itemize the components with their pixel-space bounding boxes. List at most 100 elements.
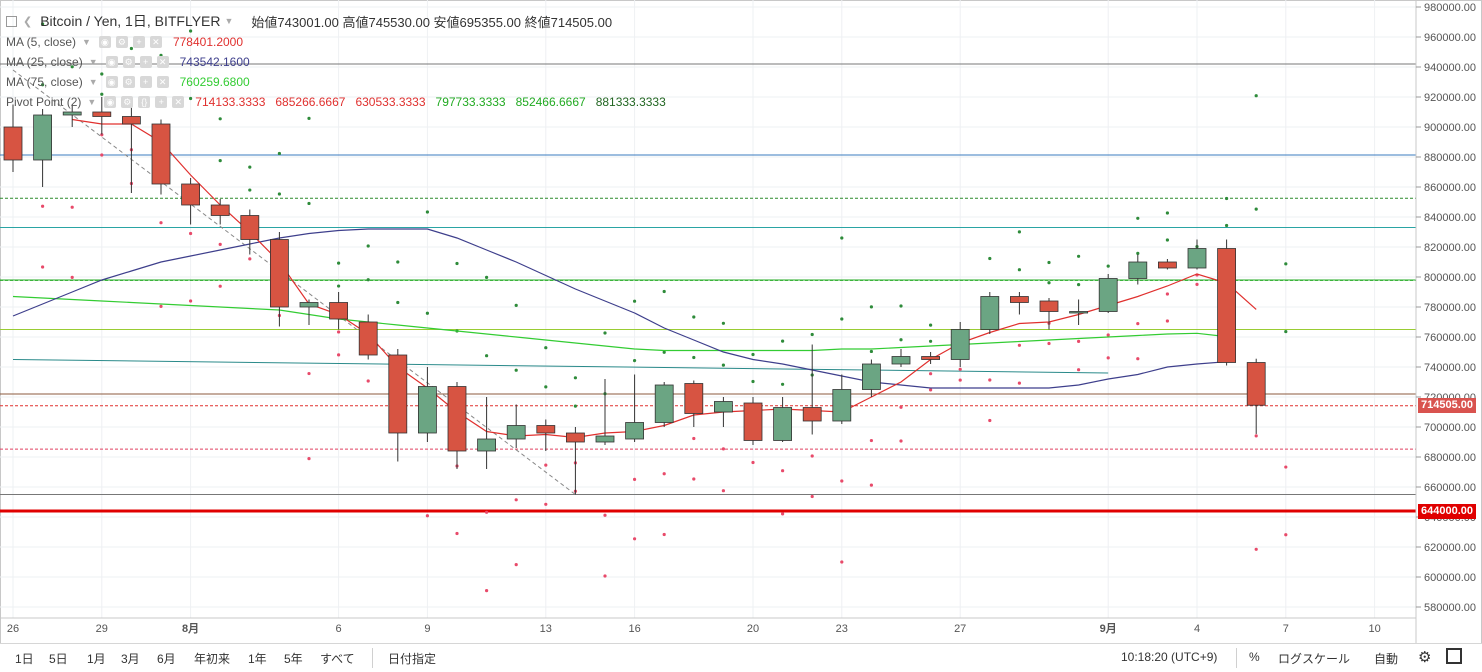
pivot-dot bbox=[869, 438, 874, 443]
candle bbox=[980, 292, 1000, 334]
plus-icon[interactable]: + bbox=[155, 96, 168, 108]
symbol-title[interactable]: Bitcoin / Yen, 1日, BITFLYER bbox=[40, 13, 221, 29]
candle-body bbox=[950, 329, 970, 360]
gear-icon[interactable]: ⚙ bbox=[122, 56, 135, 68]
y-tick-label: 960000.00 bbox=[1424, 32, 1476, 44]
chevron-down-icon[interactable]: ▼ bbox=[88, 57, 98, 67]
pivot-lines bbox=[0, 63, 1416, 513]
price-chart[interactable]: 580000.00600000.00620000.00640000.006600… bbox=[0, 0, 1482, 643]
y-tick-label: 920000.00 bbox=[1424, 92, 1476, 104]
pivot-dot bbox=[277, 151, 281, 156]
gear-icon[interactable]: ⚙ bbox=[1418, 649, 1432, 666]
fullscreen-icon[interactable] bbox=[1446, 648, 1462, 664]
candles bbox=[3, 97, 1266, 495]
y-tick-label: 980000.00 bbox=[1424, 2, 1476, 14]
pivot-dot bbox=[869, 349, 874, 354]
candle-body bbox=[210, 204, 230, 216]
source-icon[interactable]: {} bbox=[138, 96, 151, 108]
range-1d[interactable]: 1日 bbox=[15, 652, 34, 666]
eye-icon[interactable]: ◉ bbox=[105, 56, 118, 68]
y-tick-label: 660000.00 bbox=[1424, 482, 1476, 494]
pivot-dot bbox=[1047, 260, 1051, 265]
legend-ma25[interactable]: MA (25, close) ▼ ◉ ⚙ + ✕ 743542.1600 bbox=[6, 55, 250, 69]
gear-icon[interactable]: ⚙ bbox=[121, 96, 134, 108]
pivot-dot bbox=[781, 339, 785, 343]
chevron-down-icon[interactable]: ▼ bbox=[224, 16, 234, 26]
pivot-dot bbox=[1017, 381, 1022, 385]
range-ytd[interactable]: 年初来 bbox=[194, 652, 231, 666]
plus-icon[interactable]: + bbox=[132, 36, 145, 48]
pivot-dot bbox=[781, 512, 785, 516]
candle-body bbox=[92, 111, 112, 117]
pivot-value: 881333.3333 bbox=[595, 95, 666, 109]
pivot-dot bbox=[1165, 292, 1169, 296]
pivot-dot bbox=[1136, 357, 1140, 361]
candle bbox=[33, 109, 52, 187]
candle-body bbox=[921, 356, 940, 360]
eye-icon[interactable]: ◉ bbox=[104, 96, 117, 108]
log-scale-toggle[interactable]: ログスケール bbox=[1278, 652, 1351, 666]
close-icon[interactable]: ✕ bbox=[172, 96, 185, 108]
candle bbox=[714, 397, 733, 427]
candle-body bbox=[358, 321, 378, 356]
x-tick-label: 9月 bbox=[1100, 622, 1117, 635]
chevron-down-icon[interactable]: ▼ bbox=[88, 77, 98, 87]
pivot-dot bbox=[840, 479, 844, 483]
candle bbox=[1217, 239, 1236, 366]
candle-body bbox=[181, 183, 201, 206]
pivot-dot bbox=[366, 379, 370, 383]
legend-ma75[interactable]: MA (75, close) ▼ ◉ ⚙ + ✕ 760259.6800 bbox=[6, 75, 250, 89]
plus-icon[interactable]: + bbox=[139, 56, 152, 68]
close-icon[interactable]: ✕ bbox=[149, 36, 162, 48]
pivot-dot bbox=[485, 354, 489, 358]
y-tick-label: 860000.00 bbox=[1424, 182, 1476, 194]
pivot-dot bbox=[544, 385, 548, 389]
x-tick-label: 4 bbox=[1194, 623, 1200, 635]
plus-icon[interactable]: + bbox=[139, 76, 152, 88]
chevron-down-icon[interactable]: ▼ bbox=[82, 37, 91, 47]
close-icon[interactable]: ✕ bbox=[156, 56, 169, 68]
close-icon[interactable]: ✕ bbox=[156, 76, 169, 88]
pivot-dot bbox=[218, 284, 222, 288]
pivot-dot bbox=[929, 372, 933, 376]
x-tick-label: 10 bbox=[1368, 623, 1380, 635]
range-all[interactable]: すべて bbox=[320, 652, 355, 666]
range-3m[interactable]: 3月 bbox=[121, 652, 140, 666]
pivot-value: 685266.6667 bbox=[275, 95, 346, 109]
gear-icon[interactable]: ⚙ bbox=[115, 36, 128, 48]
pivot-dot bbox=[41, 265, 45, 269]
pivot-dot bbox=[751, 460, 755, 465]
date-range-button[interactable]: 日付指定 bbox=[388, 652, 437, 666]
collapse-icon[interactable] bbox=[6, 15, 17, 27]
candle bbox=[269, 232, 289, 327]
pivot-dot bbox=[485, 275, 489, 279]
x-tick-label: 13 bbox=[540, 623, 552, 635]
range-6m[interactable]: 6月 bbox=[157, 652, 176, 666]
x-tick-label: 29 bbox=[96, 623, 108, 635]
pivot-dot bbox=[396, 300, 400, 305]
range-5d[interactable]: 5日 bbox=[49, 652, 68, 666]
legend-ma5[interactable]: MA (5, close) ▼ ◉ ⚙ + ✕ 778401.2000 bbox=[6, 35, 243, 49]
auto-scale-toggle[interactable]: 自動 bbox=[1374, 652, 1399, 666]
legend-pivot[interactable]: Pivot Point (2) ▼ ◉ ⚙ {} + ✕ 714133.3333… bbox=[6, 95, 666, 109]
candle bbox=[1098, 274, 1118, 313]
candle-body bbox=[536, 425, 556, 434]
pivot-dot bbox=[869, 305, 874, 309]
percent-toggle[interactable]: % bbox=[1249, 650, 1260, 664]
candle bbox=[566, 427, 585, 495]
pivot-dot bbox=[41, 22, 45, 26]
pivot-dot bbox=[1284, 533, 1288, 537]
range-5y[interactable]: 5年 bbox=[284, 652, 303, 666]
range-1y[interactable]: 1年 bbox=[248, 652, 267, 666]
candle bbox=[122, 100, 141, 193]
indicator-name: Pivot Point (2) bbox=[6, 95, 82, 109]
gear-icon[interactable]: ⚙ bbox=[122, 76, 135, 88]
chevron-down-icon[interactable]: ▼ bbox=[87, 97, 97, 107]
chevron-left-icon[interactable]: ❮ bbox=[23, 15, 33, 28]
price-tag: 714505.00 bbox=[1418, 398, 1476, 414]
eye-icon[interactable]: ◉ bbox=[105, 76, 118, 88]
candle-body bbox=[1039, 300, 1059, 312]
y-tick-label: 620000.00 bbox=[1424, 542, 1476, 554]
eye-icon[interactable]: ◉ bbox=[98, 36, 111, 48]
range-1m[interactable]: 1月 bbox=[87, 652, 106, 666]
